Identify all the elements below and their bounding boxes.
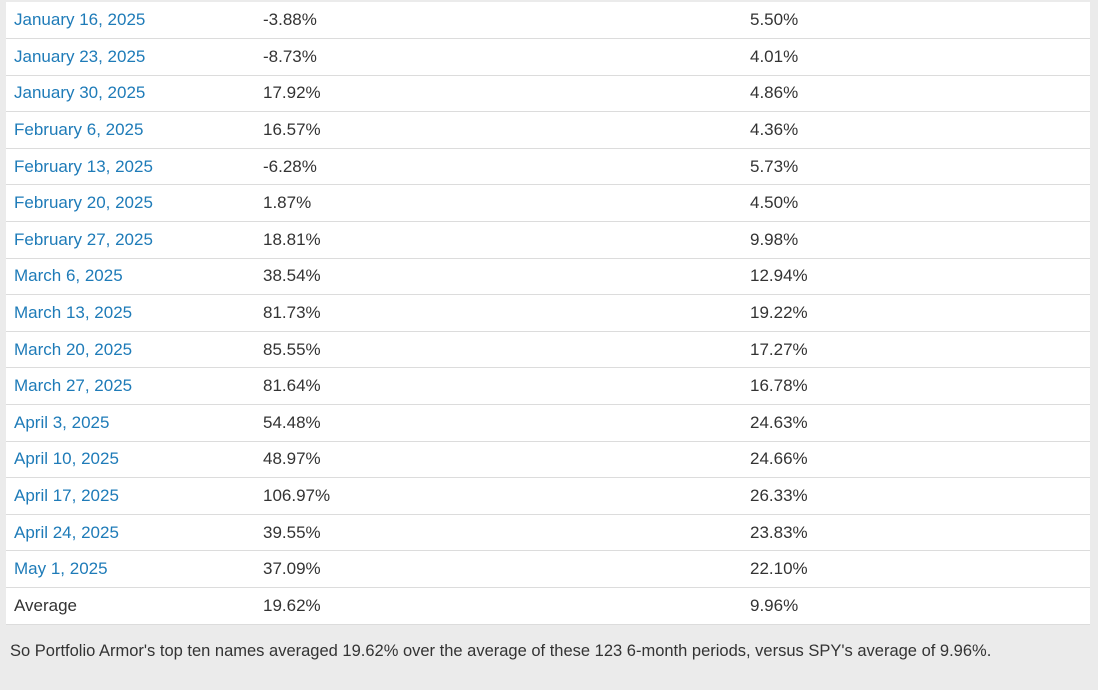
date-cell: January 30, 2025 <box>6 75 255 113</box>
returns-table-body: January 16, 2025 -3.88% 5.50% January 23… <box>6 2 1090 625</box>
date-cell: January 23, 2025 <box>6 38 255 76</box>
table-row: April 3, 2025 54.48% 24.63% <box>6 404 1090 442</box>
portfolio-return-cell: 17.92% <box>255 75 742 113</box>
date-cell: February 20, 2025 <box>6 184 255 223</box>
table-row: February 27, 2025 18.81% 9.98% <box>6 221 1090 259</box>
date-cell: March 13, 2025 <box>6 294 255 332</box>
date-link[interactable]: April 10, 2025 <box>14 449 119 469</box>
date-cell: February 13, 2025 <box>6 148 255 186</box>
date-link[interactable]: February 20, 2025 <box>14 193 153 213</box>
spy-return-cell: 4.86% <box>742 75 1090 113</box>
date-cell: February 6, 2025 <box>6 111 255 149</box>
date-cell: April 3, 2025 <box>6 404 255 442</box>
portfolio-return-cell: 39.55% <box>255 514 742 552</box>
portfolio-return-cell: 81.73% <box>255 294 742 332</box>
portfolio-return-cell: 38.54% <box>255 258 742 296</box>
spy-return-cell: 26.33% <box>742 477 1090 515</box>
table-row: March 20, 2025 85.55% 17.27% <box>6 331 1090 369</box>
date-cell: March 20, 2025 <box>6 331 255 369</box>
table-row: January 23, 2025 -8.73% 4.01% <box>6 38 1090 76</box>
table-row: January 16, 2025 -3.88% 5.50% <box>6 2 1090 40</box>
date-link[interactable]: March 13, 2025 <box>14 303 133 323</box>
portfolio-average-cell: 19.62% <box>255 587 742 625</box>
portfolio-return-cell: -6.28% <box>255 148 742 186</box>
date-link[interactable]: February 13, 2025 <box>14 156 153 176</box>
spy-return-cell: 23.83% <box>742 514 1090 552</box>
spy-return-cell: 5.73% <box>742 148 1090 186</box>
spy-return-cell: 24.66% <box>742 441 1090 479</box>
date-cell: May 1, 2025 <box>6 550 255 588</box>
portfolio-return-cell: 85.55% <box>255 331 742 369</box>
date-cell: April 24, 2025 <box>6 514 255 552</box>
date-cell: April 10, 2025 <box>6 441 255 479</box>
portfolio-return-cell: -3.88% <box>255 2 742 40</box>
date-cell: March 6, 2025 <box>6 258 255 296</box>
table-row: April 10, 2025 48.97% 24.66% <box>6 441 1090 479</box>
portfolio-return-cell: 106.97% <box>255 477 742 515</box>
date-link[interactable]: January 16, 2025 <box>14 10 146 30</box>
spy-return-cell: 4.50% <box>742 184 1090 223</box>
returns-table: January 16, 2025 -3.88% 5.50% January 23… <box>6 2 1090 625</box>
date-link[interactable]: January 23, 2025 <box>14 46 146 66</box>
date-link[interactable]: March 20, 2025 <box>14 339 133 359</box>
spy-return-cell: 19.22% <box>742 294 1090 332</box>
table-row: February 20, 2025 1.87% 4.50% <box>6 184 1090 223</box>
table-row: March 13, 2025 81.73% 19.22% <box>6 294 1090 332</box>
table-row: May 1, 2025 37.09% 22.10% <box>6 550 1090 588</box>
date-link[interactable]: February 6, 2025 <box>14 120 144 140</box>
date-cell: February 27, 2025 <box>6 221 255 259</box>
date-link[interactable]: February 27, 2025 <box>14 229 153 249</box>
spy-return-cell: 5.50% <box>742 2 1090 40</box>
spy-return-cell: 12.94% <box>742 258 1090 296</box>
average-label: Average <box>6 587 255 625</box>
portfolio-return-cell: 16.57% <box>255 111 742 149</box>
table-row: April 17, 2025 106.97% 26.33% <box>6 477 1090 515</box>
table-row: April 24, 2025 39.55% 23.83% <box>6 514 1090 552</box>
date-link[interactable]: April 17, 2025 <box>14 486 119 506</box>
returns-table-grid: January 16, 2025 -3.88% 5.50% January 23… <box>6 2 1090 625</box>
date-link[interactable]: March 27, 2025 <box>14 376 133 396</box>
portfolio-return-cell: 48.97% <box>255 441 742 479</box>
date-cell: March 27, 2025 <box>6 367 255 406</box>
portfolio-return-cell: 1.87% <box>255 184 742 223</box>
portfolio-return-cell: -8.73% <box>255 38 742 76</box>
date-link[interactable]: January 30, 2025 <box>14 83 146 103</box>
average-row: Average 19.62% 9.96% <box>6 587 1090 625</box>
table-row: March 6, 2025 38.54% 12.94% <box>6 258 1090 296</box>
table-row: February 13, 2025 -6.28% 5.73% <box>6 148 1090 186</box>
spy-return-cell: 16.78% <box>742 367 1090 406</box>
date-link[interactable]: April 24, 2025 <box>14 522 119 542</box>
spy-return-cell: 9.98% <box>742 221 1090 259</box>
date-link[interactable]: March 6, 2025 <box>14 266 123 286</box>
table-row: March 27, 2025 81.64% 16.78% <box>6 367 1090 406</box>
spy-return-cell: 4.01% <box>742 38 1090 76</box>
spy-return-cell: 22.10% <box>742 550 1090 588</box>
date-cell: April 17, 2025 <box>6 477 255 515</box>
spy-return-cell: 4.36% <box>742 111 1090 149</box>
spy-return-cell: 17.27% <box>742 331 1090 369</box>
portfolio-return-cell: 18.81% <box>255 221 742 259</box>
portfolio-return-cell: 37.09% <box>255 550 742 588</box>
spy-average-cell: 9.96% <box>742 587 1090 625</box>
date-cell: January 16, 2025 <box>6 2 255 40</box>
portfolio-return-cell: 54.48% <box>255 404 742 442</box>
spy-return-cell: 24.63% <box>742 404 1090 442</box>
portfolio-return-cell: 81.64% <box>255 367 742 406</box>
table-row: January 30, 2025 17.92% 4.86% <box>6 75 1090 113</box>
date-link[interactable]: April 3, 2025 <box>14 412 110 432</box>
summary-text: So Portfolio Armor's top ten names avera… <box>10 641 992 660</box>
table-row: February 6, 2025 16.57% 4.36% <box>6 111 1090 149</box>
date-link[interactable]: May 1, 2025 <box>14 559 108 579</box>
